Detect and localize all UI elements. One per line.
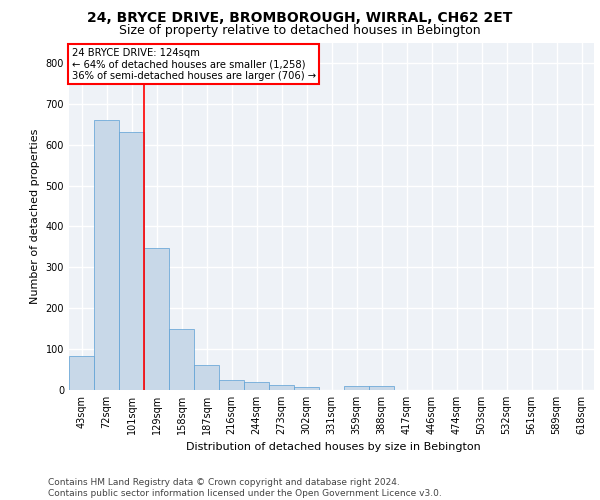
Bar — [244, 382, 269, 390]
Bar — [144, 248, 169, 390]
Text: Size of property relative to detached houses in Bebington: Size of property relative to detached ho… — [119, 24, 481, 37]
Bar — [219, 380, 244, 390]
Bar — [194, 366, 219, 390]
Bar — [119, 132, 144, 390]
Bar — [169, 330, 194, 390]
Bar — [69, 356, 94, 390]
Y-axis label: Number of detached properties: Number of detached properties — [30, 128, 40, 304]
Bar — [94, 120, 119, 390]
Text: 24 BRYCE DRIVE: 124sqm
← 64% of detached houses are smaller (1,258)
36% of semi-: 24 BRYCE DRIVE: 124sqm ← 64% of detached… — [71, 48, 316, 81]
Bar — [369, 386, 394, 390]
Text: Distribution of detached houses by size in Bebington: Distribution of detached houses by size … — [185, 442, 481, 452]
Text: Contains HM Land Registry data © Crown copyright and database right 2024.
Contai: Contains HM Land Registry data © Crown c… — [48, 478, 442, 498]
Bar — [269, 385, 294, 390]
Bar — [344, 386, 369, 390]
Bar — [294, 387, 319, 390]
Text: 24, BRYCE DRIVE, BROMBOROUGH, WIRRAL, CH62 2ET: 24, BRYCE DRIVE, BROMBOROUGH, WIRRAL, CH… — [88, 12, 512, 26]
